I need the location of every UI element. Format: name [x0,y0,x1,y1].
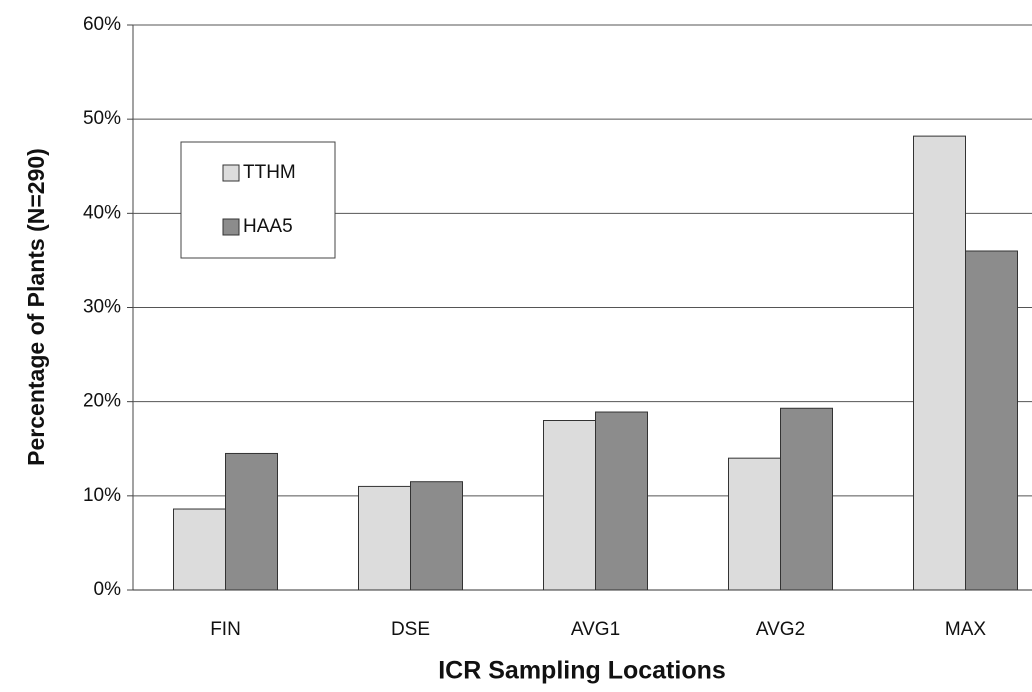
bar [728,457,781,591]
y-tick-label: 20% [83,391,121,412]
legend-swatch [222,218,240,236]
y-tick-label: 50% [83,108,121,129]
bar [225,452,278,591]
y-tick-label: 60% [83,14,121,35]
legend-label: HAA5 [243,216,293,237]
y-tick-label: 40% [83,202,121,223]
x-tick-label: MAX [945,619,987,640]
x-tick-label: DSE [391,619,430,640]
bar [173,508,226,591]
x-tick-label: AVG1 [571,619,620,640]
legend-box [180,141,336,259]
bar [410,481,463,591]
y-tick-label: 10% [83,485,121,506]
bar [358,485,411,591]
bar [780,407,833,591]
x-tick-label: AVG2 [756,619,805,640]
y-tick-label: 0% [94,579,122,600]
bar [913,135,966,591]
y-tick-label: 30% [83,297,121,318]
y-axis-label: Percentage of Plants (N=290) [23,148,49,466]
x-tick-label: FIN [210,619,241,640]
legend-label: TTHM [243,162,296,183]
legend-swatch [222,164,240,182]
x-axis-label: ICR Sampling Locations [438,657,726,685]
bar [595,411,648,591]
bar [965,250,1018,591]
bar [543,420,596,591]
